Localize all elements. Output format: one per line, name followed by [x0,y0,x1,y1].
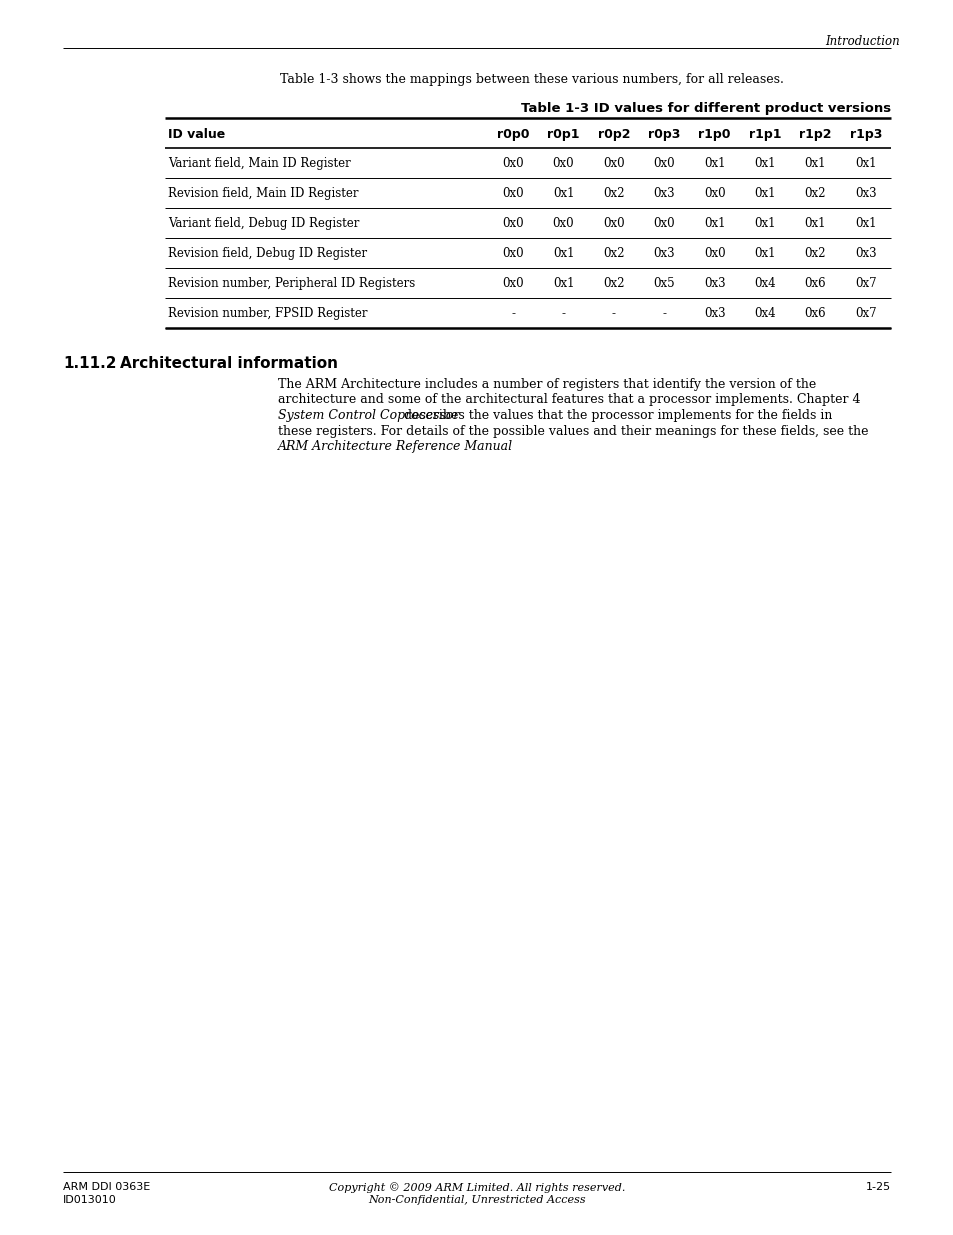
Text: 1.11.2: 1.11.2 [63,356,116,370]
Text: ARM Architecture Reference Manual: ARM Architecture Reference Manual [277,440,513,453]
Text: The ARM Architecture includes a number of registers that identify the version of: The ARM Architecture includes a number o… [277,378,816,391]
Text: 0x0: 0x0 [653,217,675,230]
Text: -: - [611,308,616,320]
Text: Copyright © 2009 ARM Limited. All rights reserved.: Copyright © 2009 ARM Limited. All rights… [329,1182,624,1193]
Text: 0x0: 0x0 [552,157,574,170]
Text: 0x0: 0x0 [502,277,523,290]
Text: Introduction: Introduction [824,35,899,48]
Text: describes the values that the processor implements for the fields in: describes the values that the processor … [399,409,831,422]
Text: Revision number, FPSID Register: Revision number, FPSID Register [168,308,367,320]
Text: -: - [661,308,665,320]
Text: 0x7: 0x7 [854,308,876,320]
Text: 0x0: 0x0 [502,157,523,170]
Text: 0x6: 0x6 [803,308,825,320]
Text: r1p1: r1p1 [748,128,781,141]
Text: r0p2: r0p2 [598,128,630,141]
Text: r0p0: r0p0 [497,128,529,141]
Text: 0x1: 0x1 [754,217,775,230]
Text: 0x4: 0x4 [754,308,775,320]
Text: 0x1: 0x1 [754,247,775,261]
Text: r1p0: r1p0 [698,128,730,141]
Text: 0x2: 0x2 [602,247,624,261]
Text: 0x3: 0x3 [653,247,675,261]
Text: System Control Coprocessor: System Control Coprocessor [277,409,458,422]
Text: 0x6: 0x6 [803,277,825,290]
Text: 0x0: 0x0 [602,157,624,170]
Text: 0x3: 0x3 [854,247,876,261]
Text: -: - [561,308,565,320]
Text: 0x1: 0x1 [803,217,825,230]
Text: r0p3: r0p3 [647,128,679,141]
Text: Variant field, Debug ID Register: Variant field, Debug ID Register [168,217,359,230]
Text: 0x0: 0x0 [602,217,624,230]
Text: 0x4: 0x4 [754,277,775,290]
Text: 0x2: 0x2 [803,247,825,261]
Text: ID013010: ID013010 [63,1195,116,1205]
Text: 0x1: 0x1 [552,247,574,261]
Text: 0x0: 0x0 [703,247,724,261]
Text: 0x2: 0x2 [602,186,624,200]
Text: .: . [432,440,436,453]
Text: 0x5: 0x5 [653,277,675,290]
Text: -: - [511,308,515,320]
Text: r1p2: r1p2 [799,128,831,141]
Text: 0x0: 0x0 [502,217,523,230]
Text: Revision field, Main ID Register: Revision field, Main ID Register [168,186,358,200]
Text: 0x1: 0x1 [803,157,825,170]
Text: r0p1: r0p1 [547,128,579,141]
Text: 0x1: 0x1 [754,186,775,200]
Text: 0x3: 0x3 [703,308,724,320]
Text: Architectural information: Architectural information [120,356,337,370]
Text: ARM DDI 0363E: ARM DDI 0363E [63,1182,150,1192]
Text: Table 1-3 shows the mappings between these various numbers, for all releases.: Table 1-3 shows the mappings between the… [280,73,783,86]
Text: 0x1: 0x1 [552,186,574,200]
Text: Table 1-3 ID values for different product versions: Table 1-3 ID values for different produc… [520,103,890,115]
Text: Revision number, Peripheral ID Registers: Revision number, Peripheral ID Registers [168,277,415,290]
Text: 0x3: 0x3 [703,277,724,290]
Text: 0x3: 0x3 [653,186,675,200]
Text: Variant field, Main ID Register: Variant field, Main ID Register [168,157,351,170]
Text: Non-Confidential, Unrestricted Access: Non-Confidential, Unrestricted Access [368,1195,585,1205]
Text: 0x1: 0x1 [552,277,574,290]
Text: 1-25: 1-25 [865,1182,890,1192]
Text: 0x1: 0x1 [703,157,724,170]
Text: ID value: ID value [168,128,225,141]
Text: 0x1: 0x1 [703,217,724,230]
Text: Revision field, Debug ID Register: Revision field, Debug ID Register [168,247,367,261]
Text: 0x1: 0x1 [854,217,876,230]
Text: 0x0: 0x0 [703,186,724,200]
Text: 0x0: 0x0 [653,157,675,170]
Text: 0x0: 0x0 [552,217,574,230]
Text: these registers. For details of the possible values and their meanings for these: these registers. For details of the poss… [277,425,867,437]
Text: 0x1: 0x1 [754,157,775,170]
Text: 0x7: 0x7 [854,277,876,290]
Text: r1p3: r1p3 [849,128,882,141]
Text: 0x1: 0x1 [854,157,876,170]
Text: 0x3: 0x3 [854,186,876,200]
Text: 0x2: 0x2 [803,186,825,200]
Text: 0x0: 0x0 [502,247,523,261]
Text: 0x0: 0x0 [502,186,523,200]
Text: architecture and some of the architectural features that a processor implements.: architecture and some of the architectur… [277,394,860,406]
Text: 0x2: 0x2 [602,277,624,290]
